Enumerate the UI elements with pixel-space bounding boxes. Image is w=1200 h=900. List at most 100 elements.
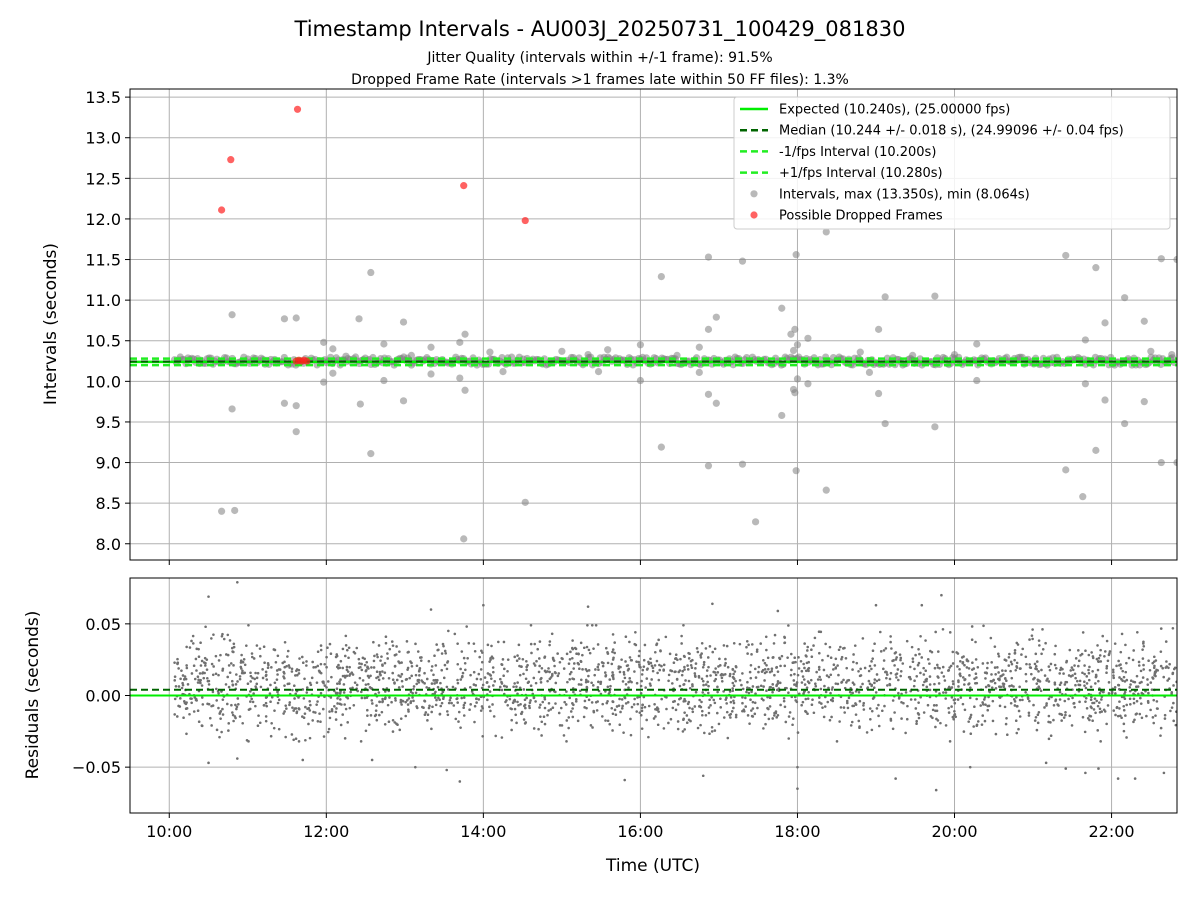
residual-point xyxy=(883,704,886,708)
residual-point xyxy=(489,658,492,661)
residual-point xyxy=(861,637,865,640)
interval-point xyxy=(1147,347,1155,355)
residual-point xyxy=(236,580,239,584)
residual-point xyxy=(700,641,704,645)
residual-point xyxy=(446,713,450,717)
residual-point xyxy=(1003,658,1007,662)
residual-point xyxy=(525,659,528,663)
residual-point xyxy=(379,659,382,662)
residual-point xyxy=(1064,713,1067,717)
residual-point xyxy=(197,720,201,724)
residual-point xyxy=(221,698,225,701)
residual-point xyxy=(1105,722,1108,726)
residual-point xyxy=(524,721,528,724)
residual-point xyxy=(442,697,445,700)
residual-point xyxy=(1171,626,1175,630)
residual-point xyxy=(447,688,450,691)
residual-point xyxy=(683,711,686,714)
residual-point xyxy=(990,673,993,676)
residual-point xyxy=(816,678,820,681)
residual-point xyxy=(786,656,789,659)
residual-point xyxy=(1102,708,1106,712)
residual-point xyxy=(1038,680,1042,683)
residual-point xyxy=(990,661,993,664)
residual-point xyxy=(764,722,767,726)
y-tick-label: 0.00 xyxy=(85,687,121,706)
residual-point xyxy=(586,605,590,608)
residual-point xyxy=(440,652,444,655)
residual-point xyxy=(391,730,395,733)
residual-point xyxy=(1067,697,1070,701)
residual-point xyxy=(637,654,641,658)
residual-point xyxy=(1038,644,1041,647)
residual-point xyxy=(386,703,390,707)
residual-point xyxy=(241,660,245,664)
residual-point xyxy=(976,720,980,723)
residual-point xyxy=(1028,699,1031,703)
residual-point xyxy=(731,667,735,671)
residual-point xyxy=(302,697,306,700)
residual-point xyxy=(518,657,521,660)
residual-point xyxy=(375,653,379,656)
y-tick-label: 0.05 xyxy=(85,615,121,634)
interval-point xyxy=(636,341,645,349)
residual-point xyxy=(372,659,376,663)
residual-point xyxy=(196,681,200,684)
residual-point xyxy=(192,710,196,713)
residual-point xyxy=(411,696,414,699)
residual-point xyxy=(963,663,966,667)
residual-point xyxy=(961,676,965,679)
residual-point xyxy=(1111,668,1115,672)
interval-point xyxy=(704,390,713,398)
residual-point xyxy=(269,700,272,704)
residual-point xyxy=(817,665,821,669)
residual-point xyxy=(1033,719,1037,722)
residual-point xyxy=(810,703,814,707)
residual-point xyxy=(804,669,808,673)
residual-point xyxy=(522,672,525,676)
residual-point xyxy=(190,701,193,705)
residual-point xyxy=(1008,684,1011,688)
residual-point xyxy=(440,701,444,705)
residual-point xyxy=(949,664,953,668)
residual-point xyxy=(710,730,714,733)
residual-point xyxy=(365,660,369,664)
residual-point xyxy=(904,731,907,735)
residual-point xyxy=(1099,648,1102,652)
residual-point xyxy=(499,677,502,681)
residual-point xyxy=(408,676,411,680)
residual-point xyxy=(1093,697,1097,700)
residual-point xyxy=(259,654,262,658)
residual-point xyxy=(395,645,398,648)
residual-point xyxy=(323,684,327,687)
residual-point xyxy=(376,655,379,659)
residual-point xyxy=(399,675,402,678)
residual-point xyxy=(517,643,521,647)
residual-point xyxy=(315,703,318,706)
residual-point xyxy=(896,668,900,671)
residual-point xyxy=(1105,664,1109,668)
residual-point xyxy=(799,659,803,663)
residual-point xyxy=(318,712,321,715)
residual-point xyxy=(783,664,787,668)
residual-point xyxy=(464,668,467,672)
residual-point xyxy=(797,692,801,696)
residual-point xyxy=(460,696,463,700)
residual-point xyxy=(175,715,179,718)
residual-point xyxy=(617,667,620,670)
residual-point xyxy=(196,675,200,679)
residual-point xyxy=(811,698,814,702)
residual-point xyxy=(522,688,526,691)
residual-point xyxy=(713,679,716,683)
residual-point xyxy=(897,696,901,699)
residual-point xyxy=(639,684,643,688)
residual-point xyxy=(550,632,554,636)
residual-point xyxy=(894,673,898,676)
residual-point xyxy=(968,765,972,769)
residual-point xyxy=(984,677,987,680)
residual-point xyxy=(275,678,279,681)
residual-point xyxy=(520,665,523,668)
residual-point xyxy=(680,634,683,638)
residual-point xyxy=(519,702,522,706)
residual-point xyxy=(579,683,583,686)
